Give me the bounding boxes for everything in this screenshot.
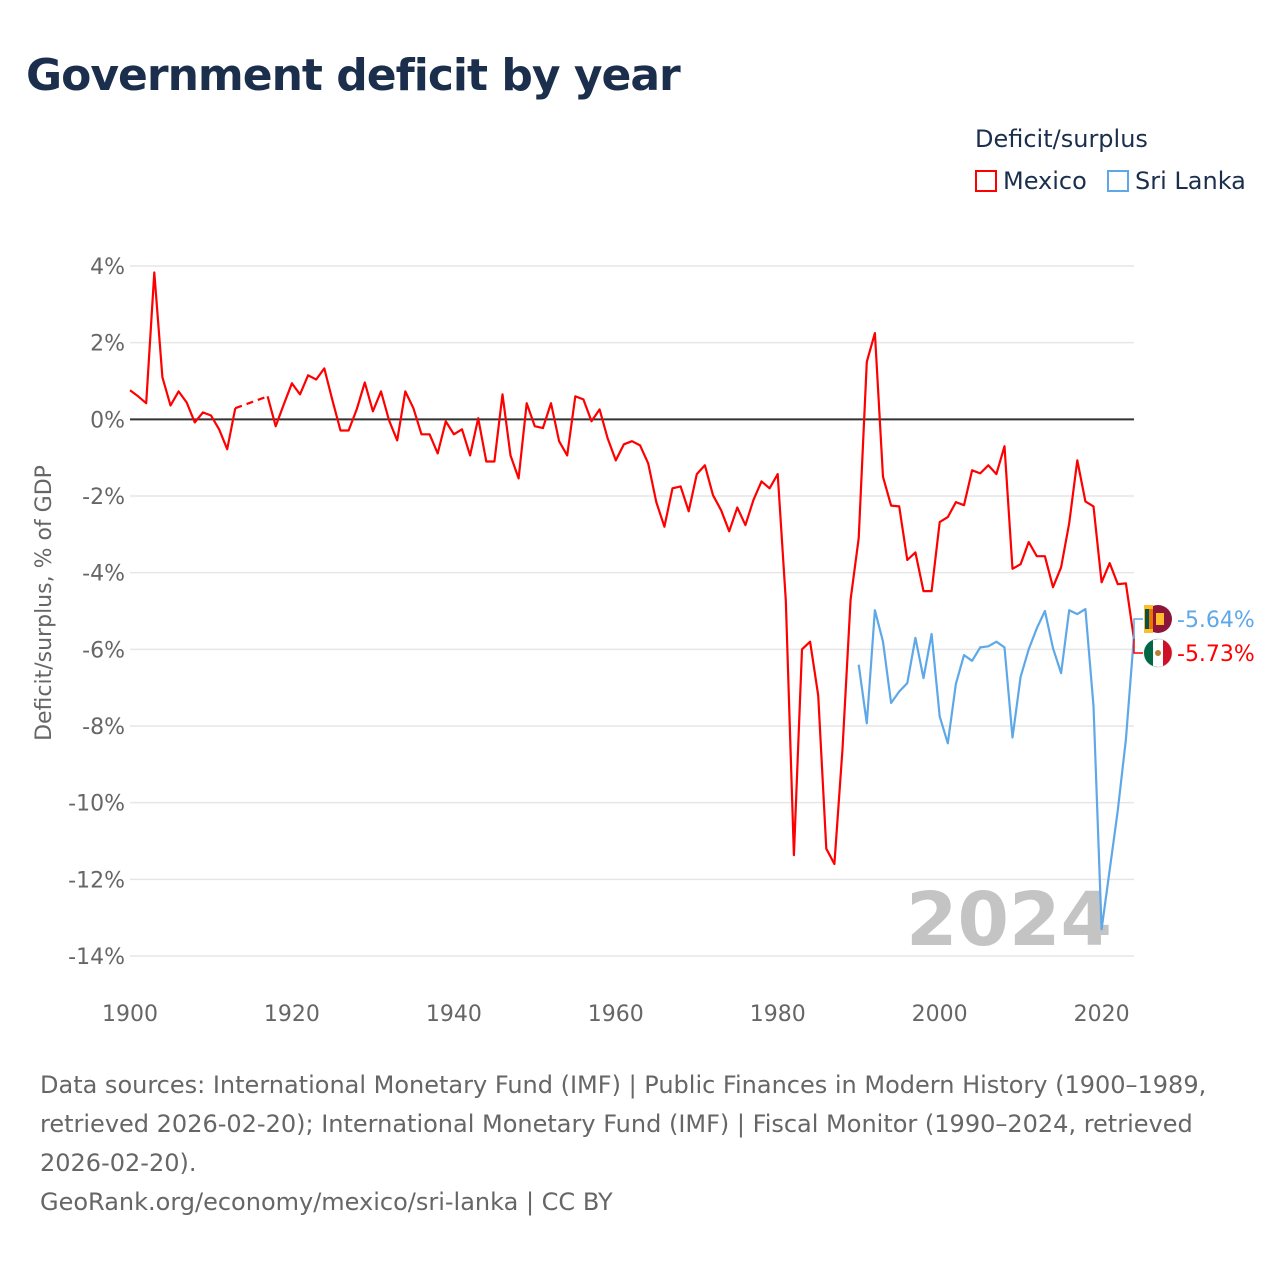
x-tick-label: 1920 xyxy=(264,1002,320,1027)
sri-lanka-flag-icon xyxy=(1144,605,1172,633)
y-tick-label: 0% xyxy=(90,408,125,433)
page-title: Government deficit by year xyxy=(26,50,681,101)
legend-swatch-mexico xyxy=(975,170,997,192)
x-tick-label: 1900 xyxy=(102,1002,158,1027)
end-label-sri-lanka: -5.64% xyxy=(1177,608,1255,633)
y-tick-label: -6% xyxy=(82,638,125,663)
x-tick-label: 2020 xyxy=(1074,1002,1130,1027)
y-tick-label: -8% xyxy=(82,715,125,740)
x-tick-label: 1940 xyxy=(426,1002,482,1027)
year-watermark: 2024 xyxy=(906,877,1112,963)
line-chart: 4% 2% 0% -2% -4% -6% -8% -10% -12% -14% 1900 1920 19… xyxy=(32,255,1255,1027)
data-sources: Data sources: International Monetary Fun… xyxy=(40,1071,1207,1177)
credit-link[interactable]: GeoRank.org/economy/mexico/sri-lanka | C… xyxy=(40,1188,613,1216)
y-tick-label: -4% xyxy=(82,562,125,587)
y-tick-label: -2% xyxy=(82,485,125,510)
legend-label: Sri Lanka xyxy=(1135,167,1246,195)
series-line-mexico[interactable] xyxy=(129,271,1136,866)
mexico-flag-icon xyxy=(1143,638,1173,668)
legend-item-sri-lanka[interactable]: Sri Lanka xyxy=(1107,167,1246,195)
label-connector xyxy=(1133,638,1143,654)
x-tick-label: 2000 xyxy=(912,1002,968,1027)
gap-connector xyxy=(234,395,269,410)
legend-label: Mexico xyxy=(1003,167,1087,195)
series-line-sri-lanka[interactable] xyxy=(857,608,1136,931)
end-label-mexico: -5.73% xyxy=(1177,642,1255,667)
legend-item-mexico[interactable]: Mexico xyxy=(975,167,1087,195)
y-tick-label: 4% xyxy=(90,255,125,280)
y-tick-label: -12% xyxy=(68,868,125,893)
y-tick-label: -14% xyxy=(68,945,125,970)
x-tick-label: 1960 xyxy=(588,1002,644,1027)
x-tick-label: 1980 xyxy=(750,1002,806,1027)
label-connector xyxy=(1133,618,1143,636)
y-tick-label: 2% xyxy=(90,332,125,357)
legend-swatch-sri-lanka xyxy=(1107,170,1129,192)
y-axis-label: Deficit/surplus, % of GDP xyxy=(32,465,57,741)
y-tick-label: -10% xyxy=(68,792,125,817)
legend-title: Deficit/surplus xyxy=(975,125,1148,153)
